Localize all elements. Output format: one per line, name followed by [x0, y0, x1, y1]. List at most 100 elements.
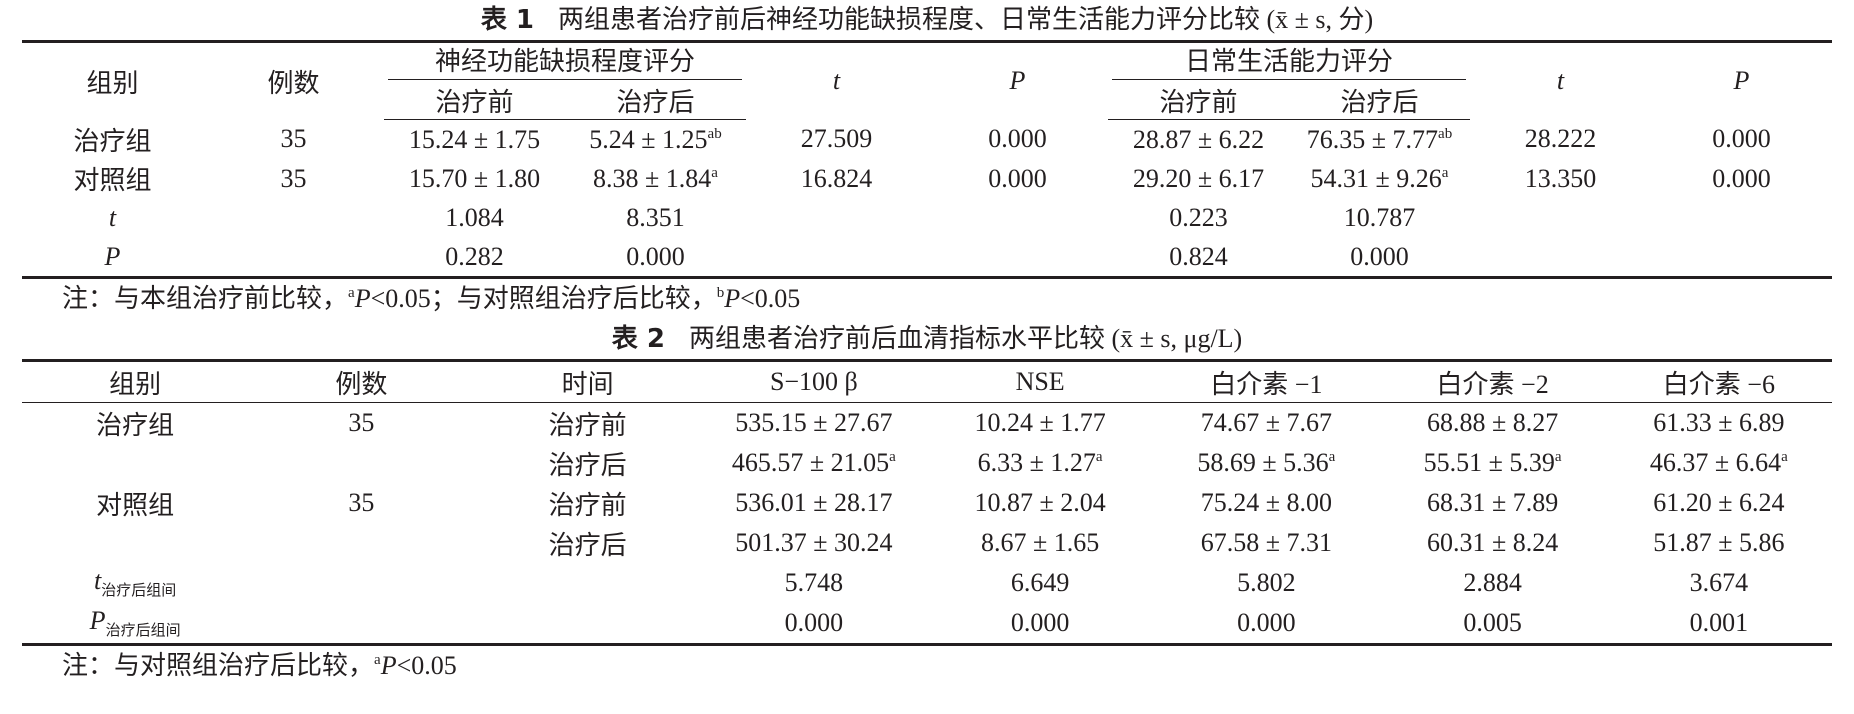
- table-cell: 35: [203, 120, 384, 160]
- table-cell: [1470, 198, 1651, 237]
- note-text: a: [374, 652, 381, 668]
- cell-text: 治疗前: [548, 490, 627, 520]
- note-text: a: [348, 285, 355, 301]
- cell-text: 0.000: [1712, 163, 1771, 193]
- cell-text: 465.57 ± 21.05: [731, 448, 890, 477]
- cell-text: 74.67 ± 7.67: [1200, 408, 1333, 437]
- cell-text: 61.20 ± 6.24: [1653, 488, 1785, 517]
- column-header: t: [1470, 40, 1651, 120]
- table-cell: 68.88 ± 8.27: [1380, 403, 1606, 444]
- table-cell: 76.35 ± 7.77ab: [1289, 120, 1470, 160]
- title-text: 两组患者治疗前后神经功能缺损程度、日常生活能力评分比较 (x̄ ± s, 分): [557, 5, 1374, 34]
- header-text: t: [832, 66, 841, 96]
- table-cell: [746, 198, 927, 237]
- cell-text: 治疗组: [73, 126, 152, 156]
- table-cell: 0.000: [927, 603, 1154, 646]
- table-cell: 28.222: [1470, 120, 1651, 160]
- table-row: P 0.282 0.000 0.824 0.000: [22, 237, 1832, 279]
- cell-text: 15.24 ± 1.75: [408, 124, 541, 154]
- header-text: S−100 β: [769, 367, 858, 396]
- cell-text: 54.31 ± 9.26: [1310, 163, 1442, 193]
- cell-text: t: [94, 565, 102, 595]
- table-cell: 35: [203, 159, 384, 198]
- table-cell: [248, 563, 474, 603]
- table-cell: 5.802: [1153, 563, 1379, 603]
- table-cell: 75.24 ± 8.00: [1153, 483, 1379, 523]
- column-header: NSE: [927, 359, 1154, 403]
- cell-text: 535.15 ± 27.67: [735, 408, 893, 437]
- column-group-header: 日常生活能力评分: [1108, 40, 1470, 81]
- table-cell: 67.58 ± 7.31: [1153, 523, 1379, 563]
- table-label: 表 1: [480, 5, 534, 35]
- superscript: a: [1095, 449, 1103, 465]
- note: 注：与对照组治疗后比较，aP<0.05: [22, 646, 1832, 686]
- table-cell: 0.000: [565, 237, 746, 279]
- superscript: a: [1554, 449, 1562, 465]
- table-cell: 46.37 ± 6.64a: [1606, 443, 1832, 483]
- cell-text: 16.824: [800, 163, 873, 193]
- table-cell: [927, 237, 1108, 279]
- header-row: 组别 例数 时间 S−100 β NSE 白介素 −1 白介素 −2 白介素 −6: [22, 359, 1832, 403]
- cell-text: 0.000: [1237, 608, 1296, 637]
- cell-text: 35: [348, 408, 375, 437]
- column-header: 治疗前: [384, 81, 565, 120]
- table-cell: [475, 563, 701, 603]
- table-cell: 61.33 ± 6.89: [1606, 403, 1832, 444]
- table-cell: 0.000: [1289, 237, 1470, 279]
- table-cell: 8.67 ± 1.65: [927, 523, 1153, 563]
- table-cell: 536.01 ± 28.17: [701, 483, 927, 523]
- header-text: 例数: [267, 68, 320, 98]
- table-cell: 60.31 ± 8.24: [1380, 523, 1606, 563]
- superscript: a: [1441, 164, 1449, 181]
- table-cell: 35: [248, 403, 474, 444]
- column-header: S−100 β: [700, 359, 927, 403]
- cell-text: 0.000: [988, 163, 1047, 193]
- header-text: 治疗后: [616, 87, 695, 117]
- table-header: 组别 例数 时间 S−100 β NSE 白介素 −1 白介素 −2 白介素 −6: [22, 359, 1832, 403]
- table-cell: 治疗前: [475, 403, 701, 444]
- cell-text: 28.87 ± 6.22: [1132, 124, 1265, 154]
- table-title: 表 2 两组患者治疗前后血清指标水平比较 (x̄ ± s, μg/L): [22, 319, 1832, 359]
- group-title: 日常生活能力评分: [1112, 45, 1466, 80]
- table-row: t 1.084 8.351 0.223 10.787: [22, 198, 1832, 237]
- table-cell: 0.000: [1153, 603, 1380, 646]
- table-cell: 51.87 ± 5.86: [1606, 523, 1832, 563]
- cell-text: 6.649: [1010, 568, 1070, 597]
- table-cell: [203, 198, 384, 237]
- table-cell: P治疗后组间: [22, 603, 249, 646]
- note-text: b: [716, 285, 725, 301]
- column-header: 治疗后: [565, 81, 746, 120]
- cell-text: 0.000: [1350, 241, 1409, 271]
- table-row: 治疗后 465.57 ± 21.05a 6.33 ± 1.27a 58.69 ± 5.…: [22, 443, 1832, 483]
- table-cell: [248, 523, 474, 563]
- cell-text: 46.37 ± 6.64: [1649, 448, 1782, 477]
- cell-text: 35: [280, 163, 307, 193]
- note-text: P: [380, 651, 397, 680]
- cell-text: 8.351: [626, 202, 685, 232]
- cell-text: P: [104, 241, 121, 271]
- subscript: 治疗后组间: [101, 581, 177, 600]
- table-cell: 74.67 ± 7.67: [1153, 403, 1379, 444]
- table-cell: 0.000: [1651, 159, 1832, 198]
- cell-text: 0.001: [1689, 608, 1749, 637]
- cell-text: 10.787: [1343, 202, 1416, 232]
- column-header: 组别: [22, 40, 203, 120]
- column-header: 治疗后: [1289, 81, 1470, 120]
- table-cell: 58.69 ± 5.36a: [1153, 443, 1379, 483]
- table-row: t治疗后组间 5.748 6.649 5.802 2.884 3.674: [22, 563, 1832, 603]
- table-cell: 0.000: [927, 159, 1108, 198]
- cell-text: 76.35 ± 7.77: [1306, 124, 1439, 154]
- table: 组别 例数 神经功能缺损程度评分 t P 日常生活能力评分 t P 治疗前 治疗后 治疗前 治疗后 治疗…: [22, 40, 1832, 279]
- cell-text: 治疗组: [96, 410, 175, 440]
- cell-text: 0.223: [1169, 202, 1228, 232]
- table-body: 治疗组 35 15.24 ± 1.75 5.24 ± 1.25ab 27.509 0.00…: [22, 120, 1832, 279]
- table-title: 表 1 两组患者治疗前后神经功能缺损程度、日常生活能力评分比较 (x̄ ± s, …: [22, 0, 1832, 40]
- cell-text: 29.20 ± 6.17: [1132, 163, 1265, 193]
- column-header: 组别: [22, 359, 249, 403]
- cell-text: 35: [348, 488, 375, 517]
- cell-text: 0.000: [626, 241, 685, 271]
- cell-text: 51.87 ± 5.86: [1653, 528, 1785, 557]
- header-row: 组别 例数 神经功能缺损程度评分 t P 日常生活能力评分 t P: [22, 40, 1832, 120]
- cell-text: 治疗后: [548, 450, 627, 480]
